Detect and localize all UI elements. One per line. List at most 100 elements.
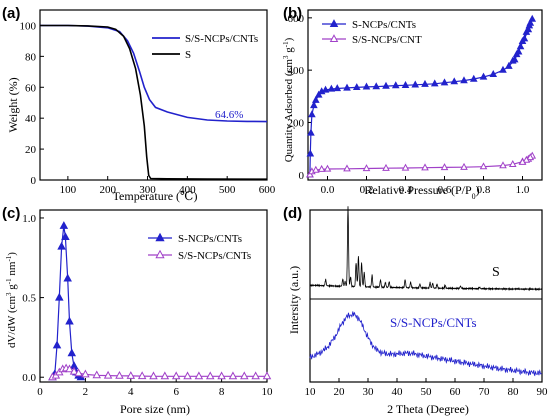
panel-d-xrd: (d) Intersity (a.u.) 2 Theta (Degree) 10… xyxy=(283,205,548,416)
b-s0-point-12 xyxy=(352,83,361,91)
b-s0-point-8 xyxy=(321,85,330,93)
a-xtick-label-0: 100 xyxy=(60,184,77,196)
c-s0-point-7 xyxy=(63,273,72,282)
c-s1-point-11 xyxy=(115,370,124,379)
panel-label-d: (d) xyxy=(283,205,302,222)
b-s0-point-40 xyxy=(508,56,517,64)
plot-frame-b xyxy=(307,9,543,181)
b-s1-point-11 xyxy=(460,162,468,170)
legend-b-label-1: S/S-NCPs/CNT xyxy=(352,34,422,46)
series-label-d-1: S/S-NCPs/CNTs xyxy=(390,315,477,330)
d-xtick-label-4: 50 xyxy=(421,386,433,398)
b-s1-point-19 xyxy=(522,155,531,163)
ylabel-d: Intersity (a.u.) xyxy=(287,266,301,334)
b-s1-point-3 xyxy=(317,164,326,172)
b-s0-point-39 xyxy=(512,50,521,58)
b-xtick-label-1: 0.2 xyxy=(360,184,374,196)
b-s1-point-8 xyxy=(401,163,410,171)
a-xtick-label-5: 600 xyxy=(259,184,276,196)
b-s0-point-35 xyxy=(526,18,535,26)
ylabel-c: dV/dW (cm3 g-1 nm-1) xyxy=(5,252,18,348)
b-s0-point-24 xyxy=(469,74,478,82)
d-xtick-label-7: 80 xyxy=(508,386,520,398)
b-s1-point-9 xyxy=(421,163,429,171)
panel-c-pore: (c) dV/dW (cm3 g-1 nm-1) Pore size (nm) … xyxy=(2,205,273,416)
c-s1-point-21 xyxy=(228,371,238,380)
b-ytick-label-3: 600 xyxy=(288,13,305,25)
legend-c-marker-1 xyxy=(155,249,165,259)
b-s0-point-23 xyxy=(460,76,468,84)
c-ytick-label-1: 0.5 xyxy=(22,293,36,305)
c-s1-point-22 xyxy=(240,371,249,380)
plot-frame-c xyxy=(39,209,268,383)
b-s0-point-10 xyxy=(333,84,342,92)
xlabel-a: Temperature (℃) xyxy=(113,189,198,203)
series-line-b-1 xyxy=(309,155,533,176)
c-s1-point-6 xyxy=(69,366,79,375)
panel-label-c: (c) xyxy=(2,205,20,222)
c-s1-point-24 xyxy=(262,371,272,380)
a-xtick-label-4: 500 xyxy=(219,184,236,196)
series-line-d-1 xyxy=(309,311,542,377)
b-s1-point-18 xyxy=(526,153,535,161)
ylabel-a: Weight (%) xyxy=(6,77,20,132)
b-ytick-label-0: 0 xyxy=(299,170,305,182)
plot-frame-a xyxy=(39,9,268,181)
d-xtick-label-5: 60 xyxy=(450,386,462,398)
b-s0-point-5 xyxy=(311,95,320,103)
ylabel-b: Quantity Adsorbed (cm3 g-1) xyxy=(282,37,295,162)
series-line-a-1 xyxy=(40,24,268,180)
a-xtick-label-2: 300 xyxy=(139,184,156,196)
c-s1-point-14 xyxy=(149,371,158,380)
legend-c-label-1: S/S-NCPs/CNTs xyxy=(178,250,251,262)
panel-label-a: (a) xyxy=(2,5,20,22)
b-s1-point-20 xyxy=(518,157,527,165)
d-xtick-label-2: 30 xyxy=(363,386,375,398)
b-s0-point-38 xyxy=(516,42,525,50)
a-ytick-label-5: 100 xyxy=(20,20,37,32)
c-s0-point-3 xyxy=(55,292,64,301)
c-s0-point-4 xyxy=(57,241,66,250)
c-s0-point-2 xyxy=(52,340,62,349)
panel-a-tga: (a) Weight (%) Temperature (℃) 100 200 300… xyxy=(2,5,276,203)
a-ytick-label-3: 60 xyxy=(25,82,37,94)
xlabel-d: 2 Theta (Degree) xyxy=(387,402,469,416)
d-xtick-label-3: 40 xyxy=(392,386,404,398)
c-s1-point-15 xyxy=(160,371,170,380)
b-s0-point-22 xyxy=(450,77,459,85)
b-s0-point-15 xyxy=(382,81,390,89)
c-s1-point-12 xyxy=(126,371,136,379)
series-line-d-0 xyxy=(309,206,543,292)
b-s1-point-4 xyxy=(323,164,332,172)
c-xtick-label-0: 0 xyxy=(37,386,43,398)
b-s0-point-2 xyxy=(307,128,315,136)
c-ytick-label-2: 1.0 xyxy=(22,213,36,225)
b-s1-point-12 xyxy=(479,162,488,170)
b-s0-point-25 xyxy=(479,72,488,80)
c-xtick-label-1: 2 xyxy=(83,386,89,398)
a-xtick-label-3: 400 xyxy=(179,184,196,196)
b-s1-point-6 xyxy=(362,164,371,172)
a-ytick-label-2: 40 xyxy=(25,113,37,125)
b-xtick-label-0: 0.0 xyxy=(321,184,335,196)
c-s1-point-10 xyxy=(103,370,113,379)
a-ytick-label-0: 0 xyxy=(31,175,37,187)
b-s1-point-2 xyxy=(311,165,320,173)
b-s0-point-1 xyxy=(306,149,315,157)
legend-c-marker-0 xyxy=(155,232,165,242)
b-s0-point-28 xyxy=(505,61,513,69)
a-ytick-label-4: 80 xyxy=(25,51,37,63)
a-xtick-label-1: 200 xyxy=(99,184,116,196)
legend-b-marker-0 xyxy=(329,19,339,27)
b-s0-point-20 xyxy=(430,79,439,87)
b-xtick-label-2: 0.4 xyxy=(399,184,413,196)
b-s0-point-3 xyxy=(308,110,316,118)
b-xtick-label-4: 0.8 xyxy=(477,184,491,196)
c-xtick-label-2: 4 xyxy=(128,386,134,398)
legend-b-label-0: S-NCPs/CNTs xyxy=(352,19,416,31)
b-xtick-label-5: 1.0 xyxy=(516,184,530,196)
c-s0-point-9 xyxy=(67,348,77,357)
c-s1-point-17 xyxy=(183,371,192,380)
b-xtick-label-3: 0.6 xyxy=(438,184,452,196)
